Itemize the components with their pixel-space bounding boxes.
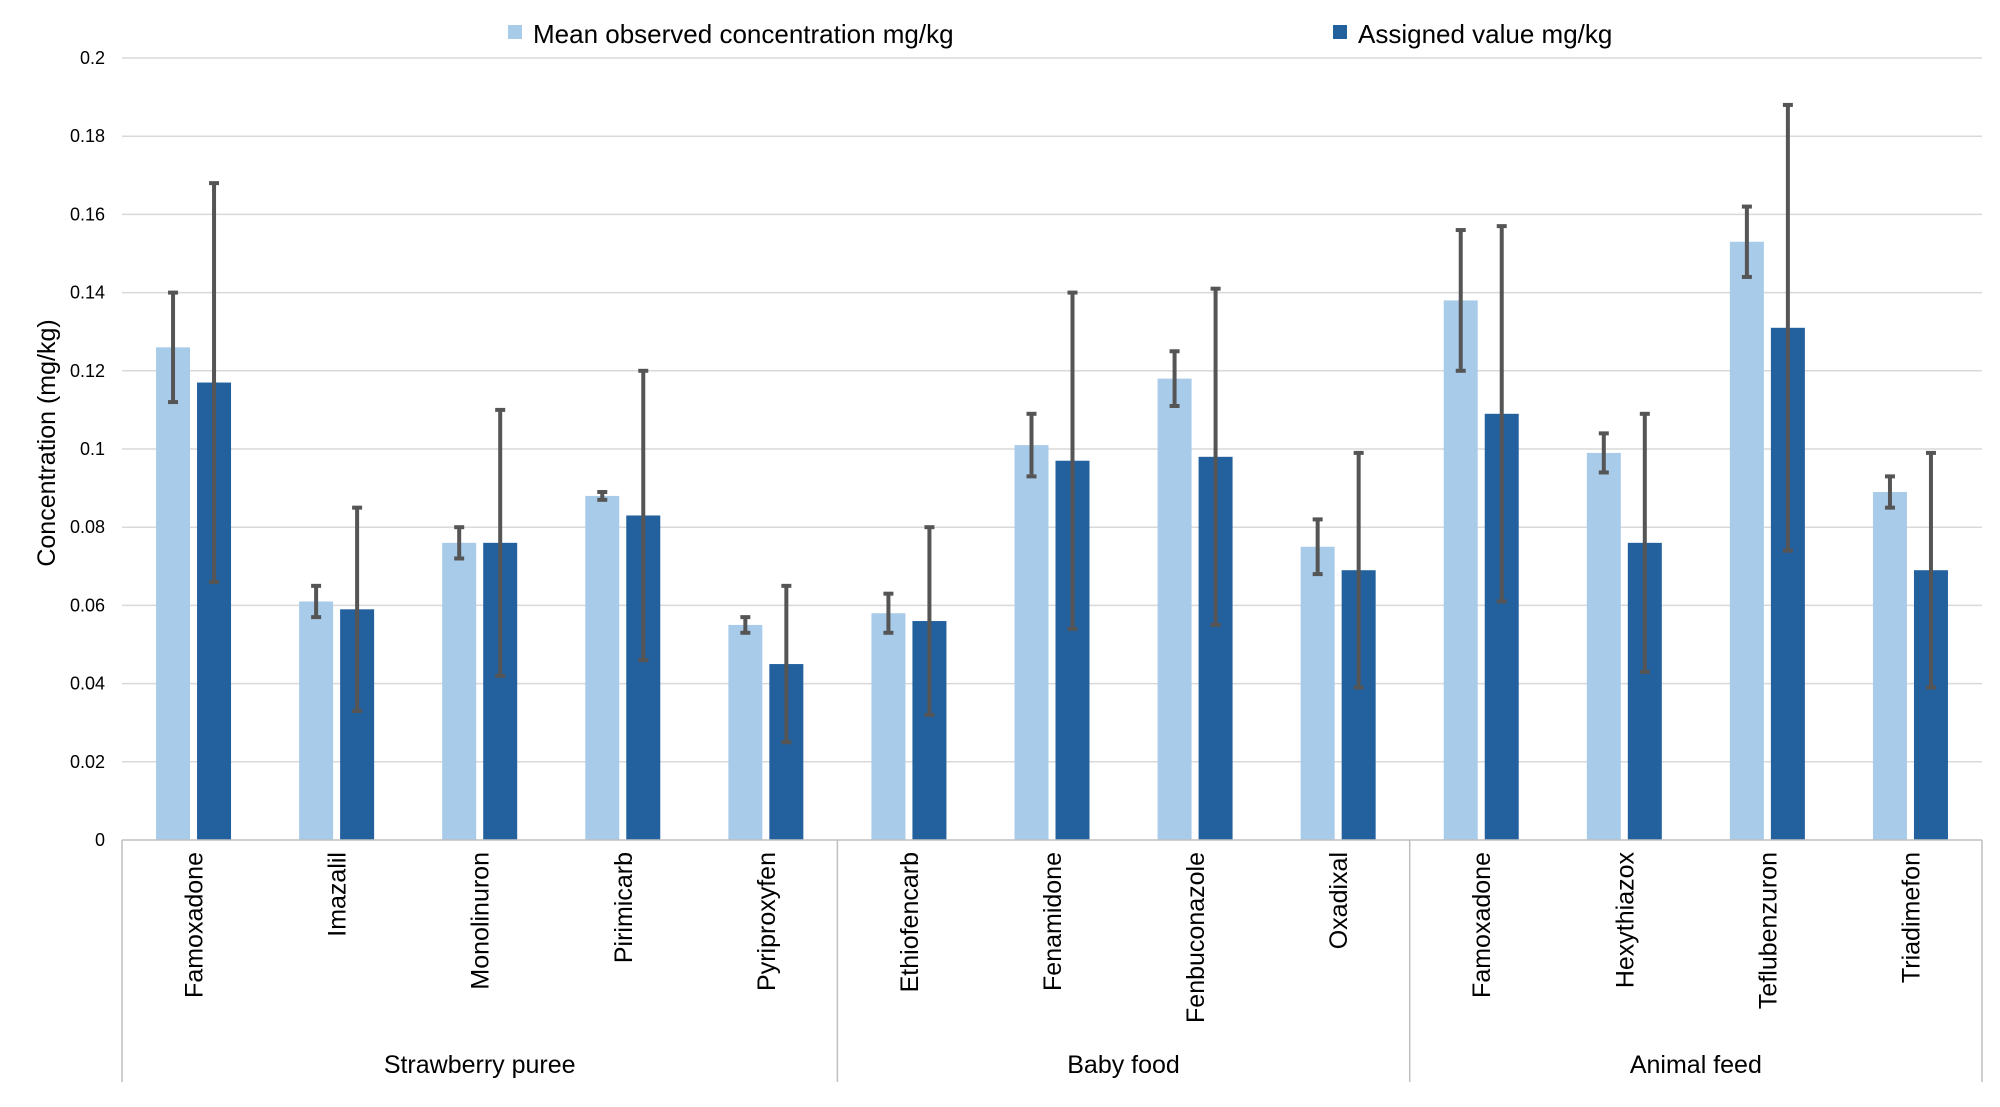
bar-mean-observed [1443,300,1478,840]
bars [156,241,1948,840]
y-axis-ticks: 0 0.02 0.04 0.06 0.08 0.1 0.12 0.14 0.16 0.18 0.2 [70,48,105,850]
bar-mean-observed [1586,452,1621,840]
y-axis-label: Concentration (mg/kg) [33,319,61,566]
y-tick-label: 0.16 [70,204,105,224]
y-tick-label: 0.04 [70,674,105,694]
category-label: Teflubenzuron [1754,852,1782,1009]
group-label: Baby food [1067,1051,1180,1079]
bar-mean-observed [728,624,763,840]
y-tick-label: 0.2 [80,48,105,68]
y-tick-label: 0.1 [80,439,105,459]
y-tick-label: 0.08 [70,517,105,537]
legend: Mean observed concentration mg/kg Assign… [508,19,1612,49]
bar-mean-observed [585,495,620,840]
category-label: Famoxadone [181,852,209,998]
y-tick-label: 0 [95,830,105,850]
legend-label-mean-observed: Mean observed concentration mg/kg [533,19,954,49]
group-label: Strawberry puree [384,1051,576,1079]
bar-mean-observed [1014,445,1049,840]
category-label: Hexythiazox [1611,852,1639,989]
legend-swatch-assigned-value [1333,25,1347,39]
bar-mean-observed [871,613,906,840]
category-label: Imazalil [324,852,352,937]
category-label: Fenamidone [1039,852,1067,991]
category-label: Pyriproxyfen [753,852,781,991]
bar-mean-observed [156,347,191,840]
legend-label-assigned-value: Assigned value mg/kg [1358,19,1612,49]
group-labels: Strawberry puree Baby food Animal feed [384,1051,1762,1079]
y-tick-label: 0.18 [70,126,105,146]
category-label: Fenbuconazole [1182,852,1210,1023]
bar-mean-observed [1729,241,1764,840]
legend-swatch-mean-observed [508,25,522,39]
bar-mean-observed [299,601,334,840]
bar-mean-observed [1300,546,1335,840]
y-tick-label: 0.12 [70,361,105,381]
category-label: Famoxadone [1468,852,1496,998]
category-label: Ethiofencarb [896,852,924,992]
x-axis [121,839,1983,1082]
category-label: Oxadixal [1325,852,1353,949]
bar-mean-observed [442,542,477,840]
gridlines [122,57,1982,763]
category-label: Triadimefon [1897,852,1925,983]
category-labels: Famoxadone Imazalil Monolinuron Pirimicarb P… [181,852,1926,1023]
y-tick-label: 0.02 [70,752,105,772]
bar-mean-observed [1872,492,1907,840]
y-tick-label: 0.06 [70,595,105,615]
error-bars [168,102,1936,745]
category-label: Pirimicarb [610,852,638,963]
category-label: Monolinuron [467,852,495,990]
bar-mean-observed [1157,378,1192,840]
group-label: Animal feed [1630,1051,1762,1079]
y-tick-label: 0.14 [70,283,105,303]
